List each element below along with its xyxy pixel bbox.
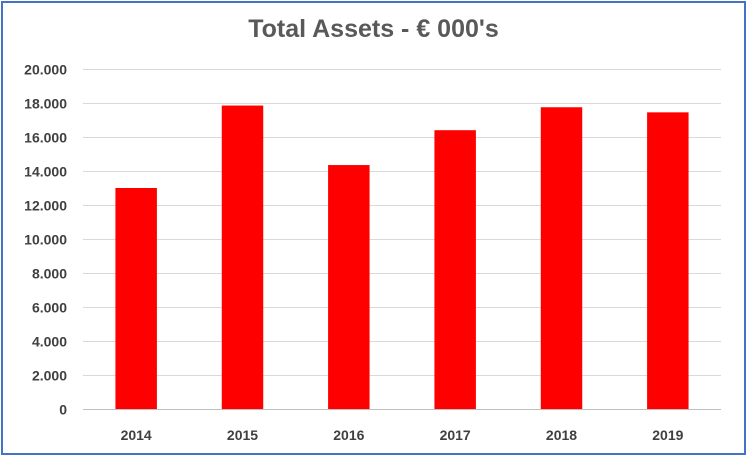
y-tick-label: 10.000	[24, 232, 67, 248]
x-tick-label: 2015	[227, 427, 258, 443]
x-axis-ticks: 2014 2015 2016 2017 2018 2019	[121, 427, 684, 443]
y-tick-label: 20.000	[24, 62, 67, 78]
bar-2019	[647, 112, 689, 409]
y-tick-label: 8.000	[32, 266, 67, 282]
x-tick-label: 2018	[546, 427, 577, 443]
y-tick-label: 6.000	[32, 300, 67, 316]
y-tick-label: 12.000	[24, 198, 67, 214]
bars	[115, 105, 689, 410]
y-tick-label: 4.000	[32, 334, 67, 350]
bar-2017	[434, 130, 476, 409]
bar-2014	[115, 188, 157, 409]
x-tick-label: 2016	[333, 427, 364, 443]
bar-2018	[540, 107, 583, 409]
chart-title: Total Assets - € 000's	[248, 15, 499, 43]
y-tick-label: 0	[59, 402, 67, 418]
y-axis-ticks: 0 2.000 4.000 6.000 8.000 10.000 12.000 14.000 1…	[24, 62, 67, 418]
x-tick-label: 2017	[440, 427, 471, 443]
x-tick-label: 2014	[121, 427, 152, 443]
y-tick-label: 14.000	[24, 164, 67, 180]
x-tick-label: 2019	[652, 427, 683, 443]
y-tick-label: 2.000	[32, 368, 67, 384]
y-tick-label: 18.000	[24, 96, 67, 112]
bar-2015	[221, 105, 264, 410]
bar-2016	[328, 165, 370, 409]
y-tick-label: 16.000	[24, 130, 67, 146]
gridlines	[83, 69, 721, 410]
